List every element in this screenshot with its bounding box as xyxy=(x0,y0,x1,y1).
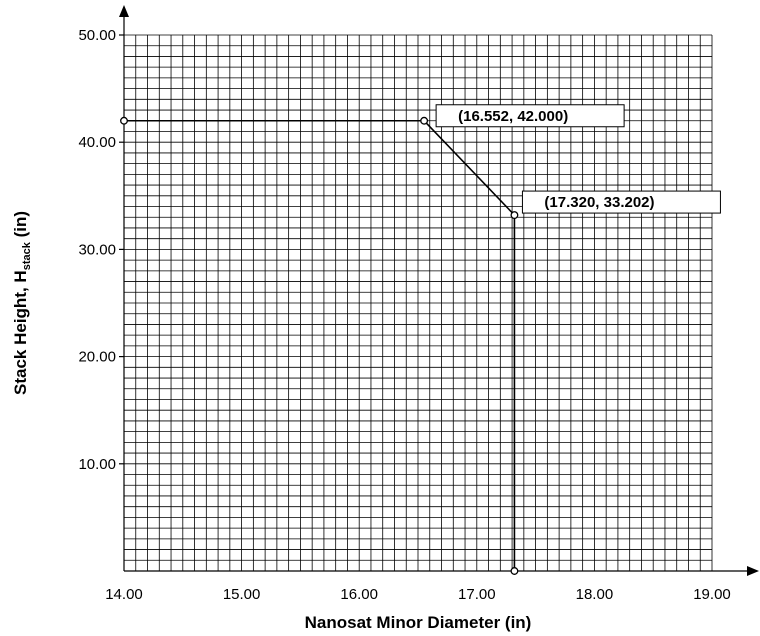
x-tick-label: 19.00 xyxy=(693,586,731,603)
y-tick-label: 30.00 xyxy=(78,241,116,258)
series xyxy=(120,116,519,575)
annotation-box xyxy=(435,104,625,128)
data-point xyxy=(510,567,519,575)
axes xyxy=(119,5,759,576)
x-axis-arrow-icon xyxy=(747,566,759,576)
y-axis-arrow-icon xyxy=(119,5,129,17)
annotation-label: (17.320, 33.202) xyxy=(544,194,654,211)
y-tick-label: 20.00 xyxy=(78,349,116,366)
y-tick-label: 50.00 xyxy=(78,27,116,44)
y-axis-title: Stack Height, Hstack (in) xyxy=(11,211,33,395)
y-axis-title-main: Stack Height, H xyxy=(11,270,30,395)
annotation-callout: (17.320, 33.202) xyxy=(521,190,721,214)
data-point xyxy=(420,116,429,125)
y-axis-title-suffix: (in) xyxy=(11,211,30,242)
x-axis-title: Nanosat Minor Diameter (in) xyxy=(305,613,532,632)
data-point xyxy=(510,211,519,220)
data-point xyxy=(120,116,128,125)
series-line xyxy=(124,119,516,571)
annotations: (16.552, 42.000) (17.320, 33.202) xyxy=(435,104,721,214)
y-tick-label: 10.00 xyxy=(78,456,116,473)
grid xyxy=(123,34,713,572)
x-tick-label: 17.00 xyxy=(458,586,496,603)
x-tick-label: 15.00 xyxy=(223,586,261,603)
annotation-box xyxy=(521,190,721,214)
x-tick-label: 18.00 xyxy=(576,586,614,603)
y-axis-title-subscript: stack xyxy=(21,241,33,270)
tick-labels: 14.00 15.00 16.00 17.00 18.00 19.00 10.00 20.00… xyxy=(78,27,730,603)
x-tick-label: 14.00 xyxy=(105,586,143,603)
y-tick-label: 40.00 xyxy=(78,134,116,151)
annotation-callout: (16.552, 42.000) xyxy=(435,104,625,128)
annotation-label: (16.552, 42.000) xyxy=(458,108,568,125)
x-tick-label: 16.00 xyxy=(340,586,378,603)
